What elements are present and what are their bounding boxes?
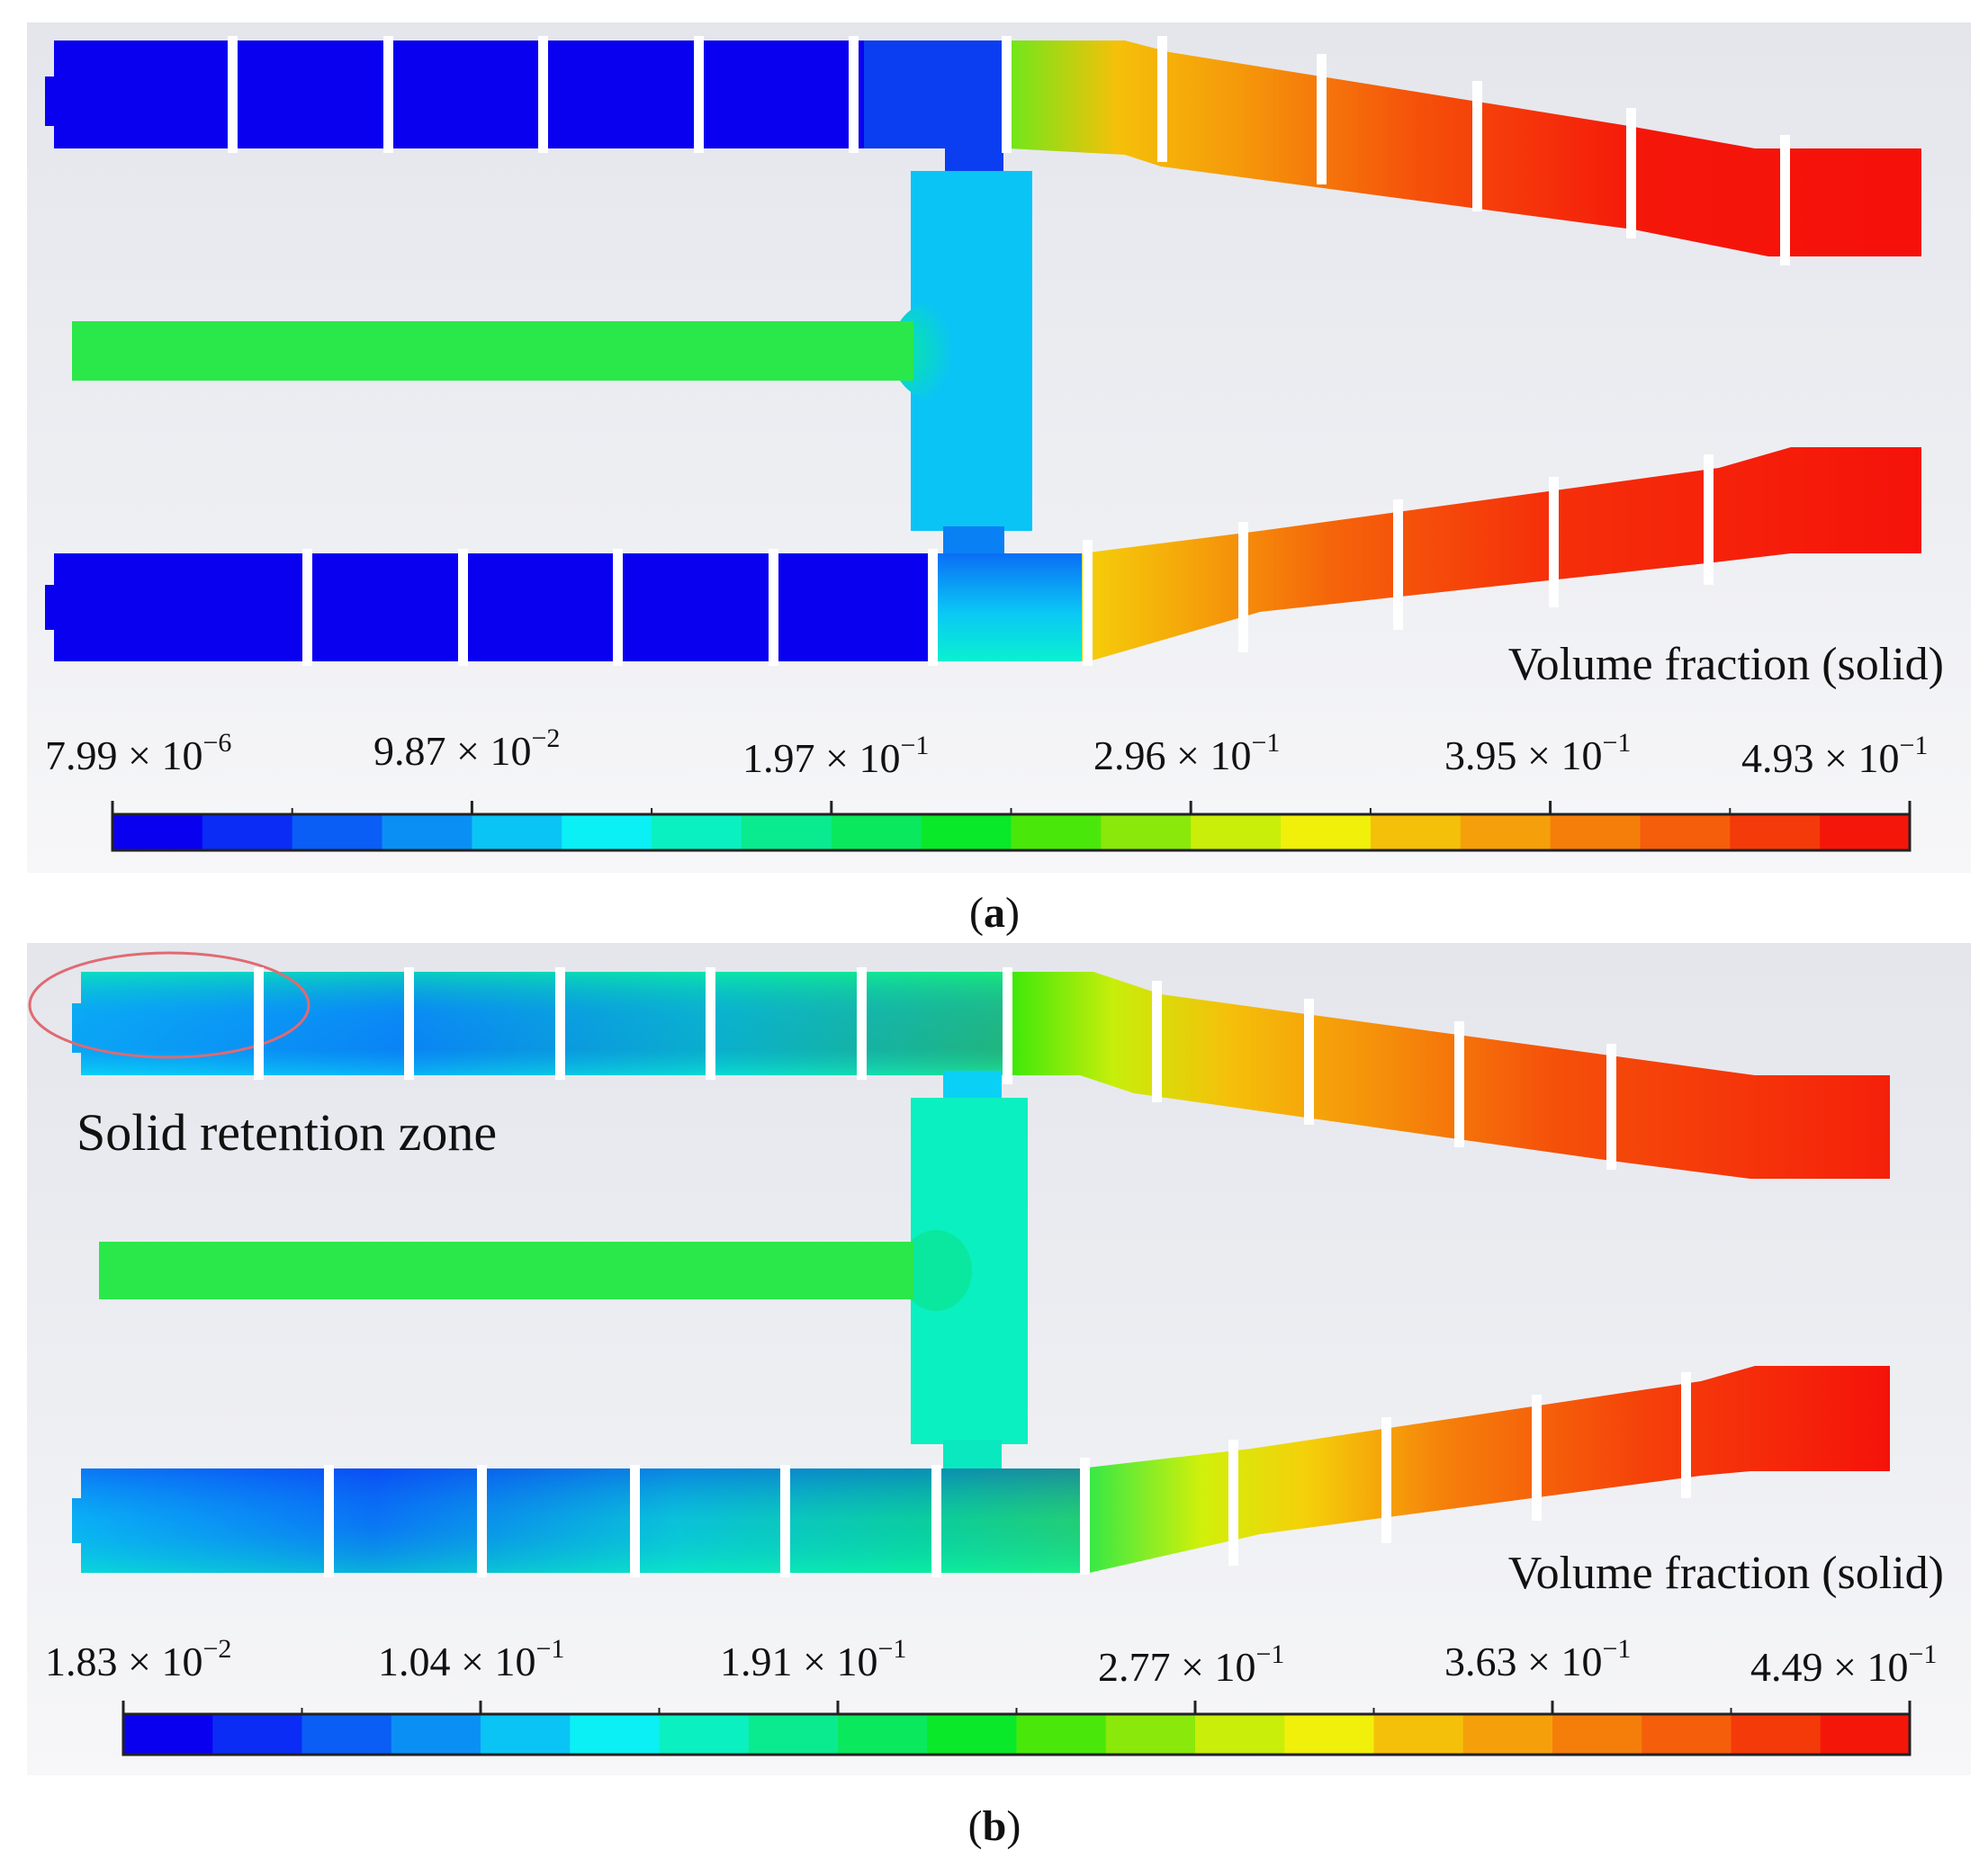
panel-a-scale-label-4: 3.95 × 10−1: [1444, 728, 1631, 778]
panel-a-colorbar-swatch: [562, 814, 652, 850]
panel-a-colorbar-swatch: [1550, 814, 1642, 850]
panel-a-green-jet: [72, 321, 913, 381]
panel-b-colorbar-swatch: [391, 1714, 481, 1755]
panel-b-segment-gaps: [254, 967, 1691, 1577]
panel-a-colorbar-swatch: [1191, 814, 1282, 850]
panel-a-colorbar-swatch: [292, 814, 383, 850]
panel-a-colorbar-swatch: [382, 814, 472, 850]
panel-a-scale-label-5: 4.93 × 10−1: [1741, 731, 1928, 781]
panel-a-colorbar-swatch: [652, 814, 742, 850]
panel-a-scale-label-0: 7.99 × 10−6: [45, 728, 231, 778]
panel-a-colorbar-swatch: [741, 814, 832, 850]
panel-a-colorbar-swatch: [202, 814, 293, 850]
panel-a-colorbar-swatch: [1640, 814, 1731, 850]
panel-a-colorbar-swatch: [1281, 814, 1372, 850]
panel-b-top-outlet: [1008, 972, 1890, 1179]
panel-b-scale-labels: 1.83 × 10−2 1.04 × 10−1 1.91 × 10−1 2.77…: [45, 1634, 1937, 1690]
panel-b-colorbar-swatch: [1462, 1714, 1553, 1755]
panel-a-colorbar-swatch: [472, 814, 562, 850]
panel-a-bottom-pipe: [45, 553, 936, 661]
panel-a-scale-label-1: 9.87 × 10−2: [373, 723, 560, 774]
panel-b-colorbar-swatch: [838, 1714, 928, 1755]
panel-b-legend-title: Volume fraction (solid): [1508, 1548, 1944, 1599]
panel-a-caption: (a): [969, 889, 1020, 937]
panel-b-scale-label-2: 1.91 × 10−1: [720, 1634, 906, 1684]
panel-b: Solid retention zone: [27, 943, 1971, 1850]
panel-b-scale-label-1: 1.04 × 10−1: [378, 1634, 564, 1684]
panel-b-colorbar-swatch: [1642, 1714, 1732, 1755]
panel-b-scale-label-4: 3.63 × 10−1: [1444, 1634, 1631, 1684]
panel-a-scale-label-3: 2.96 × 10−1: [1093, 728, 1280, 778]
panel-b-colorbar-swatch: [1016, 1714, 1107, 1755]
panel-a-neck: [943, 526, 1004, 555]
panel-a-colorbar: [111, 801, 1912, 852]
panel-a-colorbar-swatch: [112, 814, 203, 850]
panel-a-colorbar-swatch: [1820, 814, 1911, 850]
panel-a-bottom-junction: [938, 553, 1082, 661]
panel-b-colorbar: [121, 1701, 1912, 1756]
panel-b-colorbar-swatch: [481, 1714, 571, 1755]
panel-a-colorbar-swatch: [1011, 814, 1102, 850]
panel-b-colorbar-swatch: [1552, 1714, 1642, 1755]
panel-a-top-outlet: [1008, 40, 1921, 256]
panel-b-colorbar-swatch: [123, 1714, 213, 1755]
panel-b-scale-label-3: 2.77 × 10−1: [1098, 1639, 1284, 1690]
panel-b-colorbar-swatch: [1820, 1714, 1911, 1755]
panel-a-colorbar-swatch: [1730, 814, 1821, 850]
panel-b-colorbar-swatch: [1284, 1714, 1375, 1755]
panel-b-retention-zone-ellipse: [28, 951, 310, 1059]
panel-b-green-jet: [99, 1242, 913, 1299]
panel-b-scale-label-5: 4.49 × 10−1: [1750, 1639, 1937, 1690]
panel-a-colorbar-swatch: [1460, 814, 1552, 850]
panel-a-colorbar-swatch: [831, 814, 922, 850]
panel-a-legend-title: Volume fraction (solid): [1508, 639, 1944, 690]
panel-b-bottom-pipe: [72, 1468, 1080, 1573]
panel-b-colorbar-swatch: [748, 1714, 839, 1755]
panel-b-colorbar-swatch: [301, 1714, 392, 1755]
panel-b-colorbar-swatch: [927, 1714, 1018, 1755]
panel-a-segment-gaps: [228, 36, 1790, 666]
panel-b-colorbar-swatch: [1373, 1714, 1464, 1755]
panel-a-colorbar-swatch: [1370, 814, 1462, 850]
panel-b-colorbar-swatch: [1195, 1714, 1285, 1755]
panel-b-annotation: Solid retention zone: [76, 1103, 497, 1162]
panel-b-colorbar-swatch: [659, 1714, 750, 1755]
panel-a: Volume fraction (solid) 7.99 × 10−6 9.87…: [27, 22, 1971, 937]
panel-b-colorbar-swatch: [570, 1714, 661, 1755]
panel-b-caption: (b): [968, 1802, 1021, 1850]
panel-b-colorbar-swatch: [1105, 1714, 1196, 1755]
panel-a-colorbar-swatch: [921, 814, 1012, 850]
panel-b-scale-label-0: 1.83 × 10−2: [45, 1634, 231, 1684]
panel-a-scale-label-2: 1.97 × 10−1: [742, 731, 929, 781]
panel-b-jet-core: [900, 1230, 972, 1311]
panel-b-neck: [943, 1440, 1002, 1471]
panel-b-colorbar-swatch: [212, 1714, 303, 1755]
panel-a-colorbar-swatch: [1101, 814, 1192, 850]
panel-a-top-pipe: [45, 40, 1008, 171]
panel-a-scale-labels: 7.99 × 10−6 9.87 × 10−2 1.97 × 10−1 2.96…: [45, 723, 1928, 781]
panel-b-colorbar-swatch: [1731, 1714, 1822, 1755]
